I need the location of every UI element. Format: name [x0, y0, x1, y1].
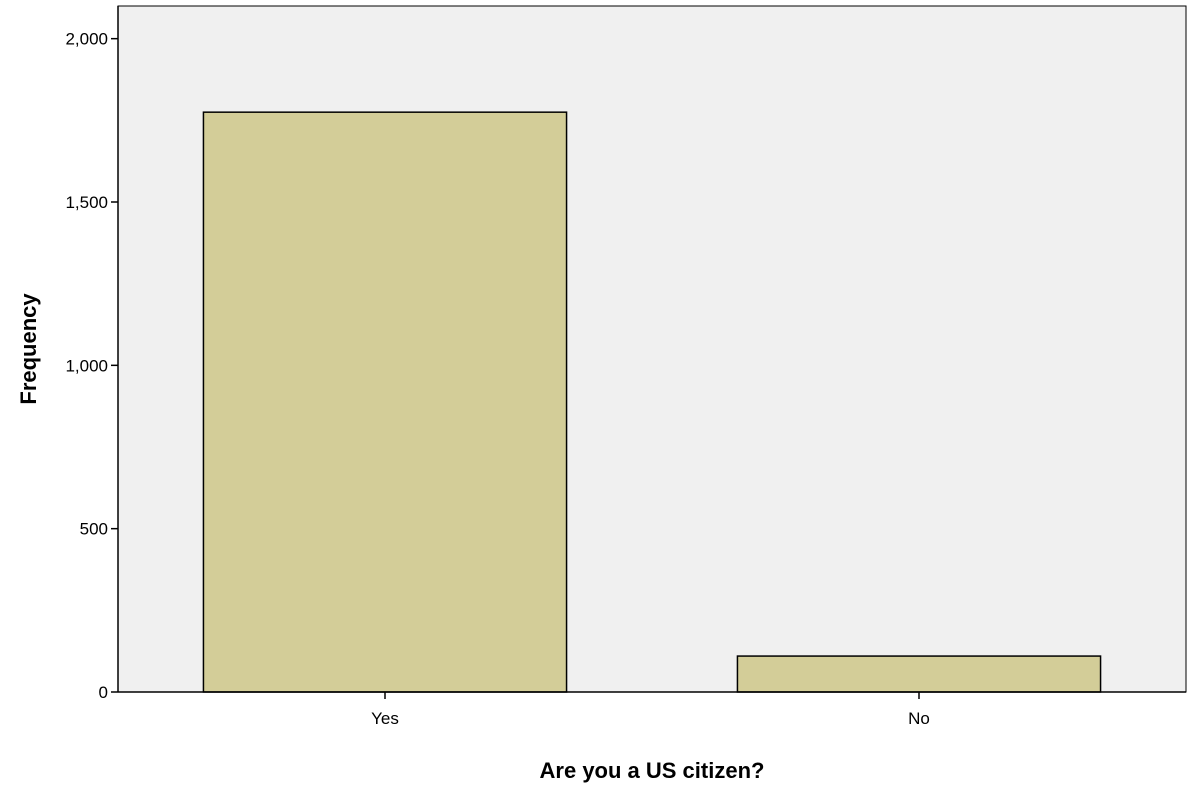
- bar-no: [736, 655, 1102, 693]
- x-axis-ticks: Yes No: [371, 692, 930, 728]
- y-tick-label: 1,500: [65, 193, 108, 212]
- bars: [202, 111, 1102, 693]
- y-tick-label: 2,000: [65, 30, 108, 49]
- y-axis-title: Frequency: [16, 293, 41, 405]
- x-axis-title: Are you a US citizen?: [540, 758, 765, 783]
- x-tick-label-no: No: [908, 709, 930, 728]
- y-tick-label: 0: [99, 683, 108, 702]
- x-tick-label-yes: Yes: [371, 709, 399, 728]
- y-axis-ticks: 0 500 1,000 1,500 2,000: [65, 30, 118, 702]
- bar-yes: [202, 111, 568, 693]
- y-tick-label: 1,000: [65, 356, 108, 375]
- y-tick-label: 500: [80, 520, 108, 539]
